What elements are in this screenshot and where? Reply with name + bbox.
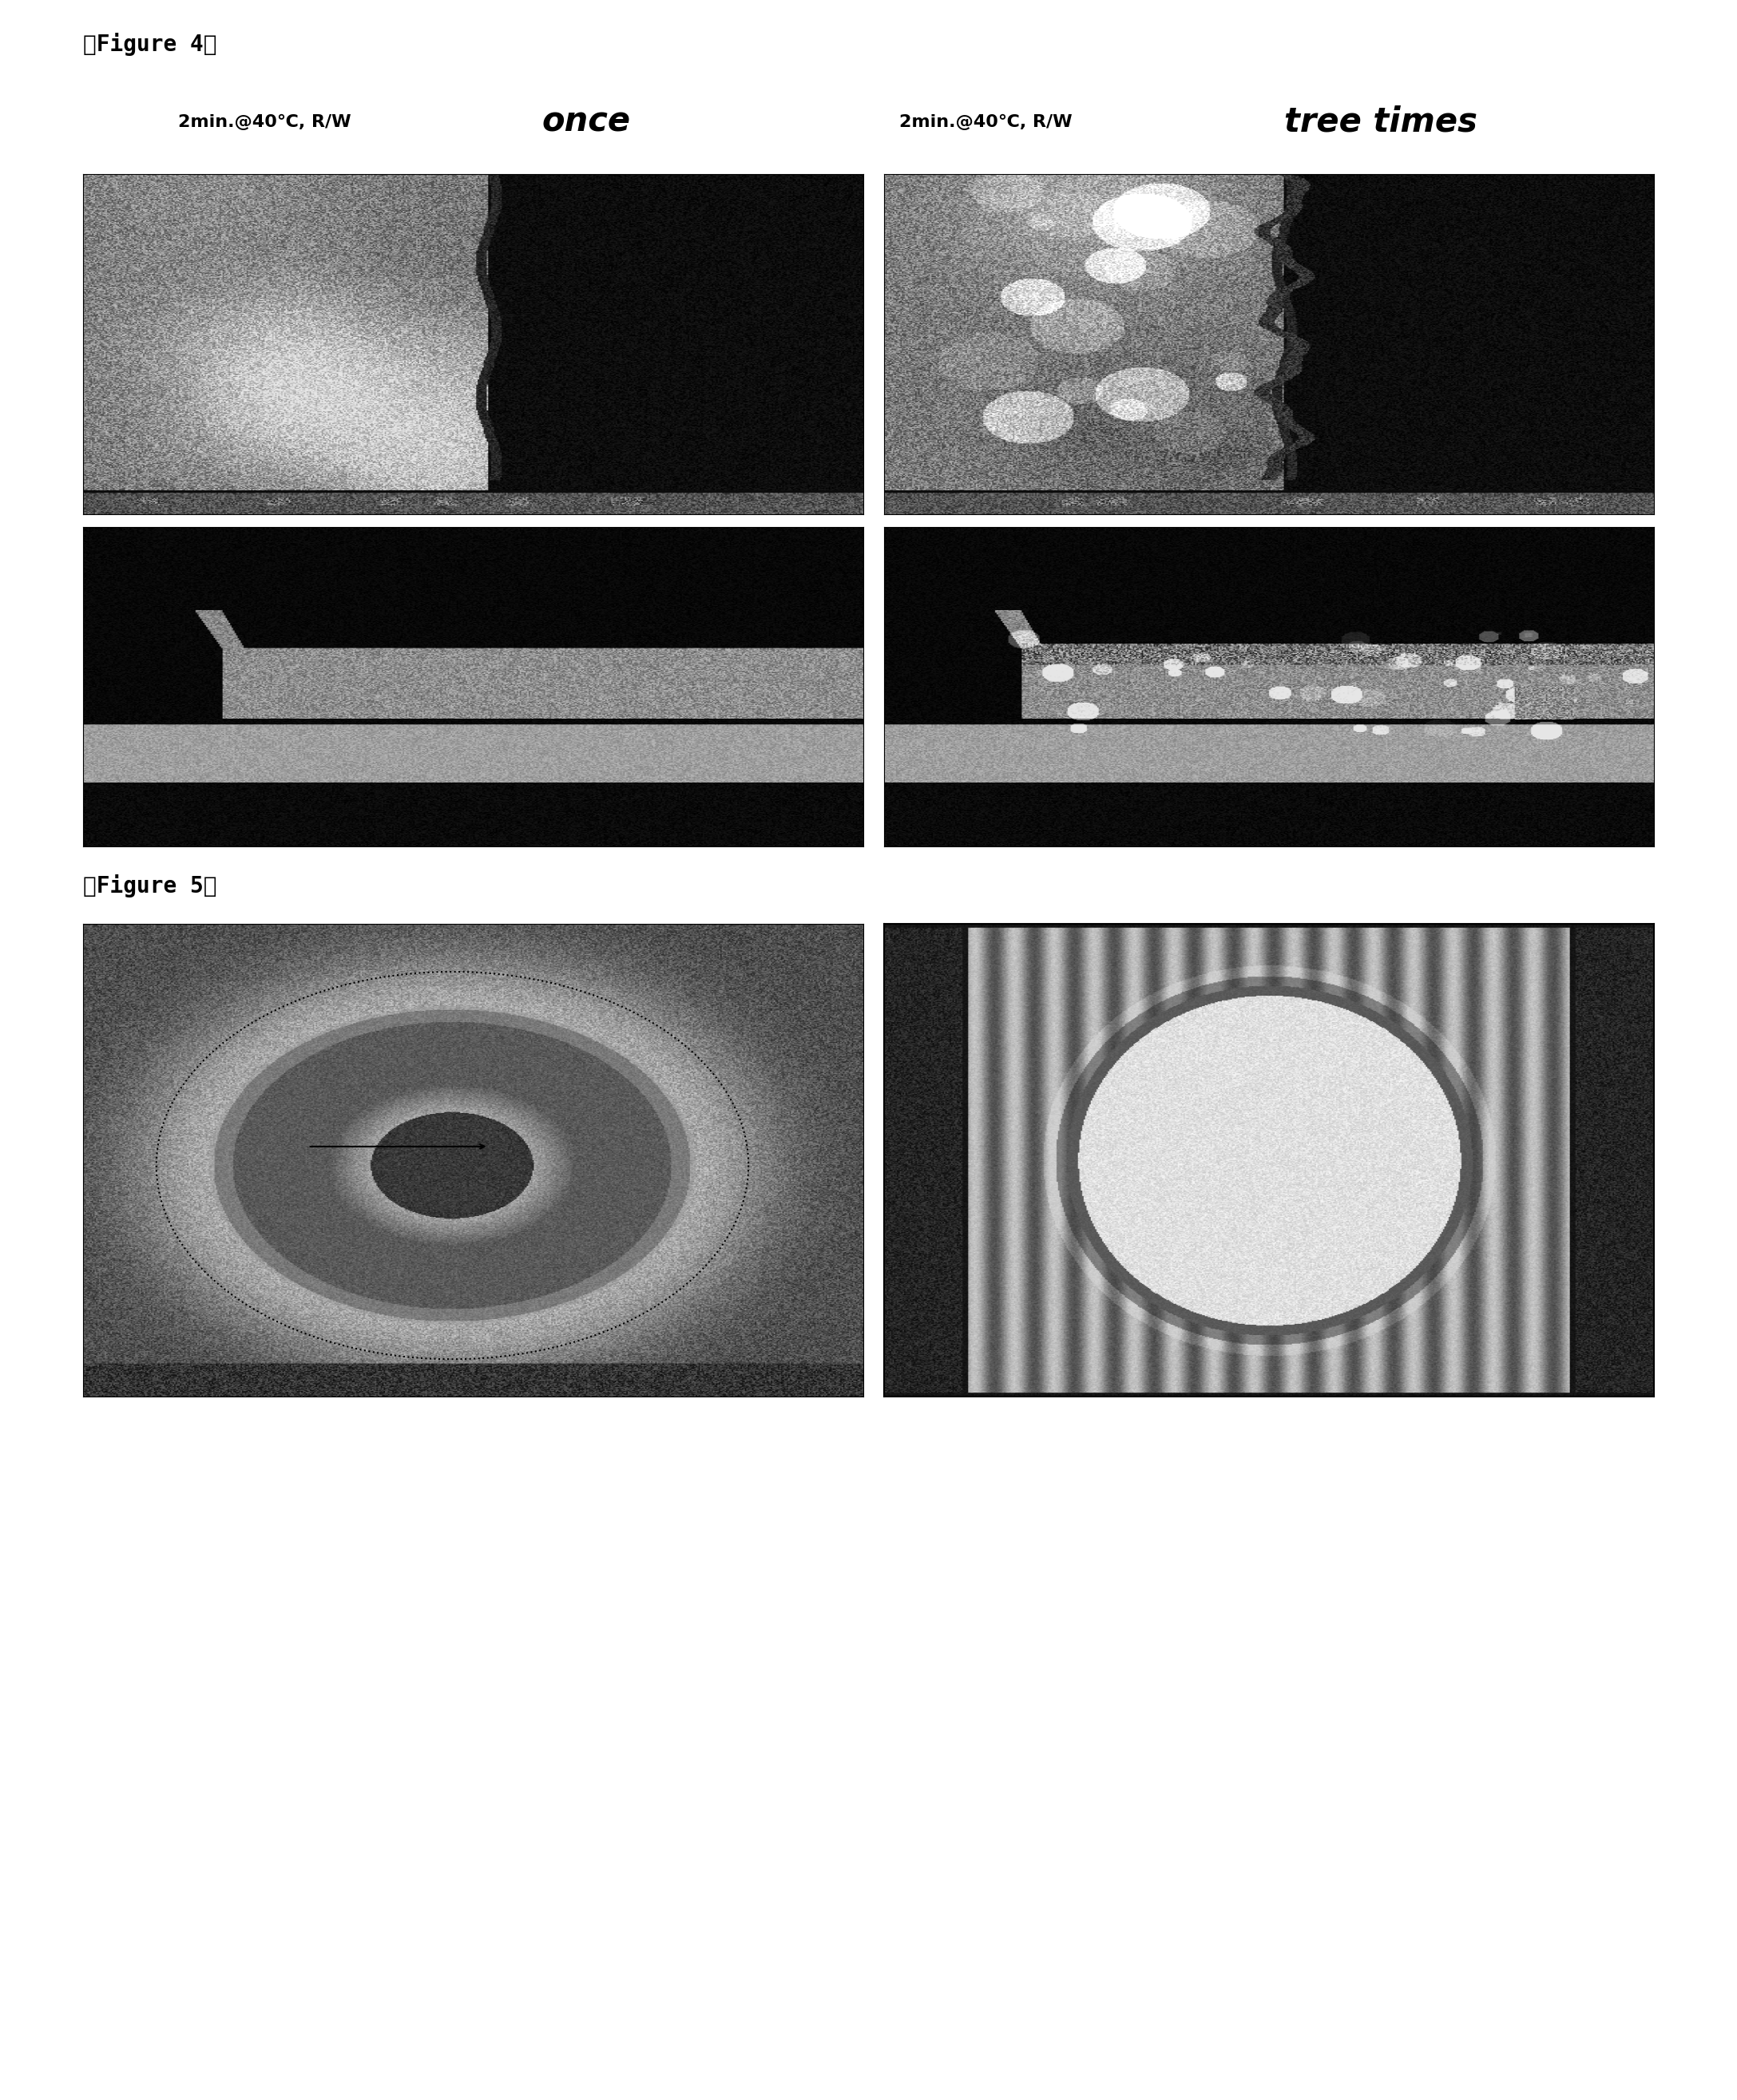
Text: tree times: tree times <box>1284 105 1478 139</box>
Text: 【Figure 5】: 【Figure 5】 <box>83 874 217 899</box>
Text: once: once <box>542 105 631 139</box>
Text: 2min.@40℃, R/W: 2min.@40℃, R/W <box>900 113 1072 130</box>
Text: 2min.@40℃, R/W: 2min.@40℃, R/W <box>179 113 351 130</box>
Text: 【Figure 4】: 【Figure 4】 <box>83 32 217 57</box>
